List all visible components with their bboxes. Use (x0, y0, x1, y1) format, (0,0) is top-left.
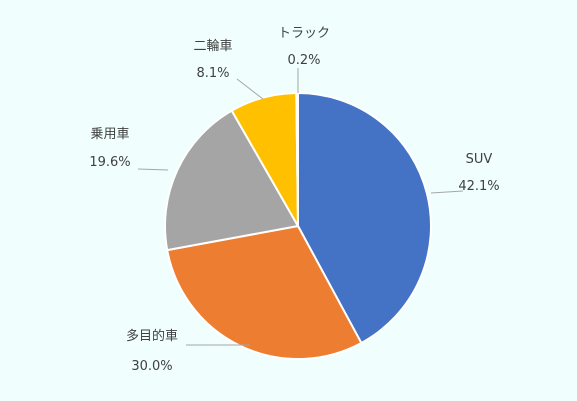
leader-line-motorcycle (236, 78, 264, 100)
slice-label-passenger: 乗用車 (90, 127, 129, 142)
pie-labels: SUV 42.1% 多目的車 30.0% 乗用車 19.6% 二輪車 8.1% トラック 0.2% (89, 26, 499, 374)
pie-slice-passenger (164, 109, 300, 252)
slice-label-truck: トラック (278, 26, 330, 41)
slice-label-mpv: 多目的車 (126, 328, 178, 344)
slice-label-suv: SUV (466, 152, 493, 167)
slice-value-suv: 42.1% (458, 179, 499, 194)
leader-line-passenger (137, 168, 169, 171)
leader-line-suv (430, 190, 464, 194)
leader-lines (137, 68, 464, 346)
pie-slices (164, 91, 433, 360)
slice-value-mpv: 30.0% (131, 359, 172, 374)
slice-value-motorcycle: 8.1% (196, 66, 229, 81)
slice-value-passenger: 19.6% (89, 155, 130, 170)
pie-slice-mpv (166, 224, 363, 360)
slice-value-truck: 0.2% (287, 53, 320, 68)
slice-label-motorcycle: 二輪車 (193, 38, 232, 54)
pie-slice-suv (297, 91, 433, 345)
